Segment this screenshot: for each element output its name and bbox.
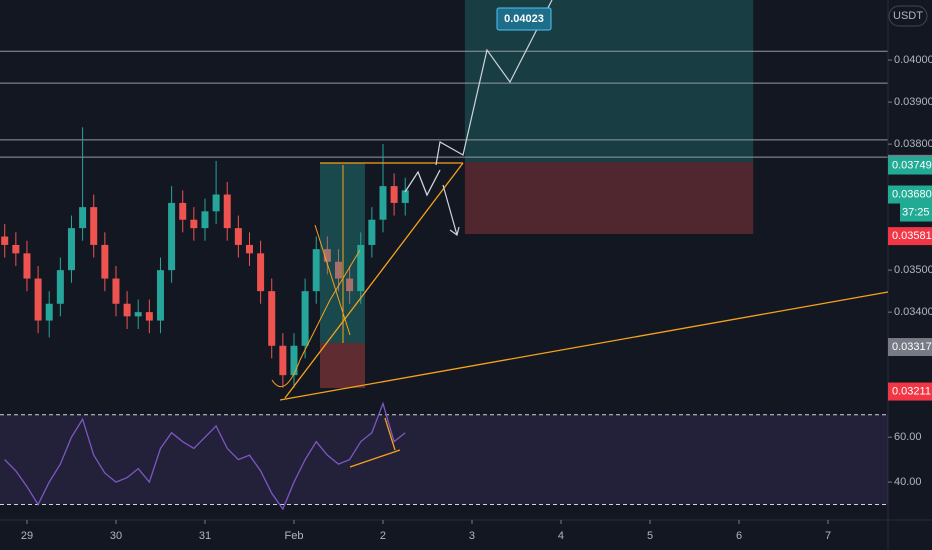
- candle-body: [212, 194, 220, 212]
- x-tick-label: 29: [21, 530, 33, 542]
- candle-body: [257, 253, 265, 292]
- countdown-badge: [900, 203, 932, 222]
- x-tick-label: 3: [469, 530, 475, 542]
- candle-body: [301, 291, 309, 346]
- candle-body: [357, 244, 365, 292]
- y-tick-label: 0.03900: [894, 96, 932, 108]
- candle-body: [401, 190, 409, 203]
- candle-body: [379, 186, 387, 220]
- price-badge: [888, 227, 932, 246]
- candle-body: [123, 303, 131, 317]
- x-tick-label: 2: [380, 530, 386, 542]
- stop-zone: [464, 162, 754, 235]
- y-tick-label: 0.04000: [894, 54, 932, 66]
- candle-body: [67, 228, 75, 271]
- rsi-tick-label: 60.00: [894, 431, 922, 443]
- candle-body: [190, 219, 198, 229]
- candle-body: [168, 202, 176, 271]
- price-badge-label: 0.03749: [892, 159, 932, 171]
- wedge-line: [314, 224, 351, 336]
- rsi-band: [0, 414, 888, 505]
- triangle-line: [284, 162, 464, 399]
- candle-body: [390, 186, 398, 203]
- countdown: 37:25: [902, 206, 930, 218]
- x-tick-label: 7: [825, 530, 831, 542]
- candle-body: [101, 244, 109, 279]
- x-tick-label: 6: [736, 530, 742, 542]
- x-tick-label: Feb: [284, 530, 303, 542]
- trendline: [279, 291, 889, 401]
- candle-body: [145, 312, 153, 321]
- candle-body: [279, 345, 287, 376]
- candle-body: [179, 202, 187, 220]
- target-label-box: [496, 7, 552, 31]
- candle-body: [223, 194, 231, 229]
- candle-body: [156, 270, 164, 321]
- candle-body: [334, 261, 342, 279]
- price-badge: [888, 338, 932, 357]
- zigzag: [404, 169, 441, 197]
- price-badge-label: 0.03680: [892, 188, 932, 200]
- y-tick-label: 0.03800: [894, 138, 932, 150]
- mini-stop-box: [320, 343, 365, 388]
- candle-body: [23, 253, 31, 279]
- candle-body: [290, 345, 298, 376]
- y-tick-label: 0.03500: [894, 264, 932, 276]
- candle-body: [268, 291, 276, 346]
- rsi-tick-label: 40.00: [894, 476, 922, 488]
- x-tick-label: 4: [558, 530, 564, 542]
- x-tick-label: 30: [110, 530, 122, 542]
- candle-body: [79, 207, 87, 229]
- price-badge: [888, 382, 932, 401]
- candle-body: [56, 270, 64, 304]
- projection-arrow: [435, 0, 553, 166]
- currency[interactable]: USDT: [893, 10, 923, 22]
- candle-body: [201, 211, 209, 229]
- candle-body: [312, 249, 320, 292]
- candle-body: [1, 236, 9, 245]
- price-badge-label: 0.03211: [892, 385, 931, 397]
- rsi-divergence: [384, 417, 396, 451]
- candle-body: [368, 219, 376, 245]
- y-tick-label: 0.03400: [894, 306, 932, 318]
- candle-body: [234, 228, 242, 245]
- target-label: 0.04023: [504, 13, 544, 25]
- rsi-line: [4, 401, 406, 511]
- down-arrow: [442, 184, 460, 237]
- curve: [271, 249, 361, 388]
- rsi-divergence: [349, 449, 401, 468]
- currency-box[interactable]: [888, 5, 928, 27]
- candle-body: [346, 278, 354, 292]
- candle-body: [90, 207, 98, 245]
- candle-body: [12, 244, 20, 254]
- x-tick-label: 31: [199, 530, 211, 542]
- price-badge: [888, 185, 932, 204]
- candle-body: [112, 278, 120, 304]
- candle-body: [323, 249, 331, 262]
- drawings: [271, 0, 889, 468]
- candle-body: [134, 312, 142, 317]
- price-badge-label: 0.03581: [892, 230, 932, 242]
- price-badge: [888, 156, 932, 175]
- candle-body: [45, 303, 53, 321]
- price-badge-label: 0.03317: [892, 341, 932, 353]
- candle-body: [34, 278, 42, 321]
- x-tick-label: 5: [647, 530, 653, 542]
- candle-body: [245, 244, 253, 254]
